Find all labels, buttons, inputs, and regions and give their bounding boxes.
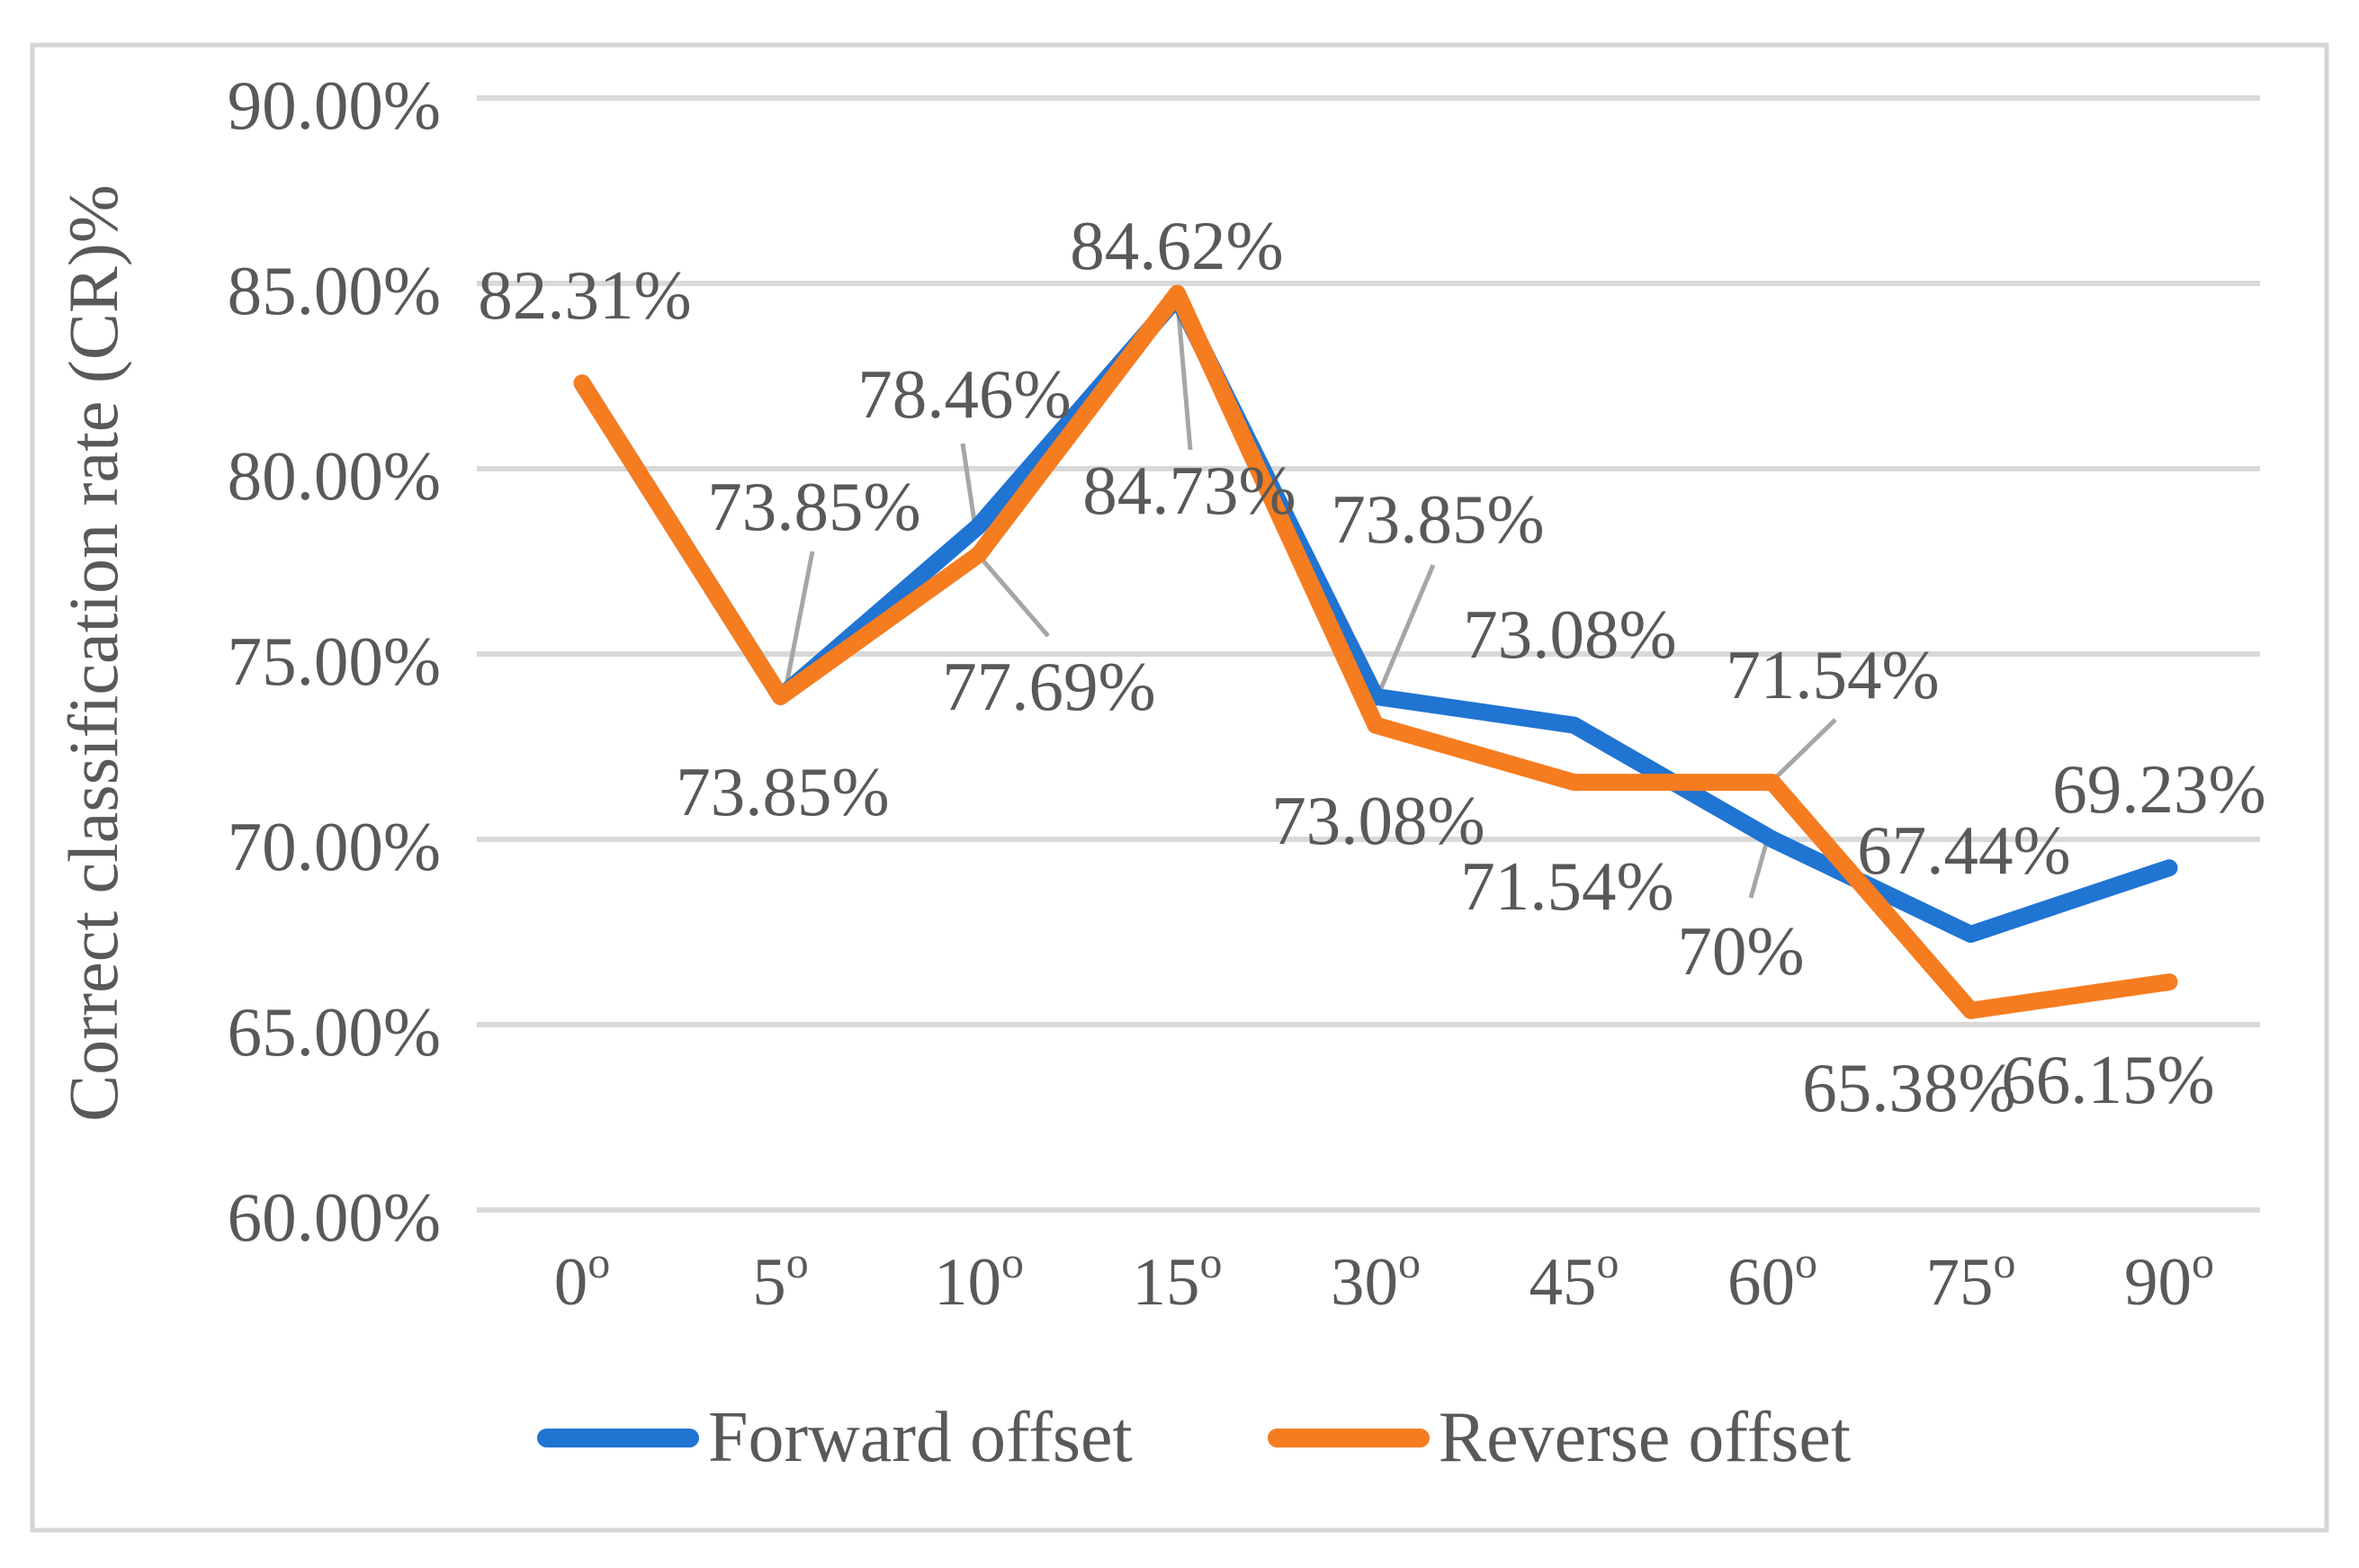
data-label: 73.85% <box>707 468 920 545</box>
data-label: 82.31% <box>478 256 691 334</box>
data-label: 67.44% <box>1857 811 2070 889</box>
legend: Forward offset Reverse offset <box>537 1393 1851 1483</box>
data-label: 73.08% <box>1463 596 1676 673</box>
reverse-offset-line-swatch <box>1267 1428 1430 1447</box>
data-label: 73.85% <box>676 753 889 830</box>
data-label: 84.73% <box>1082 452 1296 529</box>
data-label: 69.23% <box>2052 750 2265 828</box>
x-axis-tick-label: 15o <box>1133 1237 1223 1320</box>
data-label-leader-line <box>1176 312 1193 451</box>
y-axis-tick-label: 65.00% <box>228 993 441 1071</box>
y-axis-tick-label: 70.00% <box>228 808 441 885</box>
chart-border <box>30 42 2329 1533</box>
data-label-leader-line <box>1748 843 1769 899</box>
x-axis-tick-label: 60o <box>1727 1237 1817 1320</box>
data-label: 70% <box>1677 912 1804 990</box>
data-label-leader-line <box>1772 718 1837 781</box>
x-axis-tick-label: 5o <box>752 1237 809 1320</box>
y-axis-tick-label: 90.00% <box>228 67 441 144</box>
data-label: 65.38% <box>1802 1049 2015 1126</box>
series-line-reverse-offset <box>573 284 2178 1019</box>
y-axis-tick-label: 80.00% <box>228 437 441 515</box>
data-label-leader-line <box>979 556 1050 638</box>
y-axis-tick-label: 85.00% <box>228 252 441 329</box>
data-label-leader-line <box>1377 564 1436 694</box>
x-axis-tick-label: 75o <box>1926 1237 2016 1320</box>
legend-label-forward-offset: Forward offset <box>708 1398 1133 1477</box>
forward-offset-line-swatch <box>537 1428 699 1447</box>
x-axis-tick-label: 30o <box>1331 1237 1421 1320</box>
legend-label-reverse-offset: Reverse offset <box>1438 1398 1852 1477</box>
data-label: 84.62% <box>1070 207 1283 284</box>
x-axis-tick-label: 90o <box>2124 1237 2214 1320</box>
data-label: 71.54% <box>1726 636 1939 713</box>
data-label-leader-line <box>960 443 977 523</box>
data-label-leader-line <box>785 551 815 682</box>
x-axis-tick-label: 10o <box>934 1237 1024 1320</box>
data-label: 73.85% <box>1331 480 1544 558</box>
y-axis-tick-label: 75.00% <box>228 623 441 700</box>
data-label: 71.54% <box>1460 847 1673 925</box>
legend-item-reverse-offset: Reverse offset <box>1267 1393 1852 1483</box>
data-label: 66.15% <box>2001 1041 2214 1118</box>
x-axis-tick-label: 0o <box>554 1237 611 1320</box>
data-label: 73.08% <box>1271 782 1484 859</box>
data-label: 77.69% <box>942 648 1155 725</box>
x-axis-tick-label: 45o <box>1529 1237 1619 1320</box>
y-axis-tick-label: 60.00% <box>228 1178 441 1256</box>
data-label: 78.46% <box>857 355 1071 433</box>
legend-item-forward-offset: Forward offset <box>537 1393 1133 1483</box>
y-axis-title: Correct classification rate (CR)% <box>54 184 132 1122</box>
